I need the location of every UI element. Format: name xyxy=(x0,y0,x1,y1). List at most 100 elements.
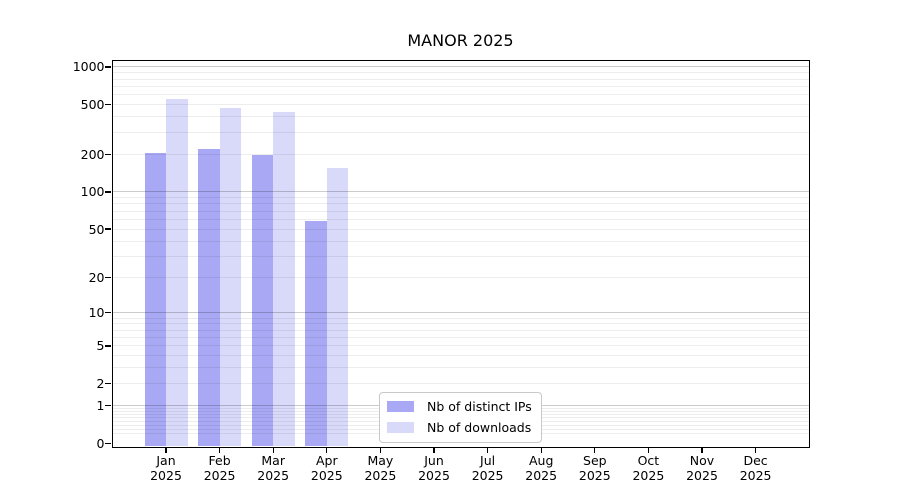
bars-layer xyxy=(113,61,809,447)
gridline-minor xyxy=(112,240,809,242)
bar-downloads-apr xyxy=(326,168,349,447)
x-label-month: Jan xyxy=(156,452,176,468)
y-axis-tick-label: 200 xyxy=(80,146,105,162)
y-axis-tick xyxy=(105,66,111,68)
x-axis-tick-label-jun: Jun 2025 xyxy=(402,453,466,484)
x-axis-tick-label-sep: Sep 2025 xyxy=(563,453,627,484)
x-axis-tick-label-aug: Aug 2025 xyxy=(509,453,573,484)
y-axis-tick-label: 1 xyxy=(96,398,105,414)
x-label-month: Nov xyxy=(689,452,715,468)
gridline-minor xyxy=(112,131,809,133)
x-label-year: 2025 xyxy=(578,468,611,483)
gridline-minor xyxy=(112,203,809,205)
x-label-year: 2025 xyxy=(257,468,290,483)
legend-item-downloads: Nb of downloads xyxy=(387,418,532,437)
gridline-minor xyxy=(112,210,809,212)
x-label-year: 2025 xyxy=(203,468,236,483)
x-label-month: Apr xyxy=(315,452,338,468)
y-axis-tick-label: 100 xyxy=(80,184,105,200)
x-label-month: Aug xyxy=(528,452,554,468)
bar-downloads-mar xyxy=(273,111,295,447)
bar-downloads-jan xyxy=(166,98,188,447)
x-label-month: Jul xyxy=(480,452,496,468)
gridline-minor xyxy=(112,72,809,74)
x-label-month: May xyxy=(367,452,394,468)
y-axis-tick-label: 500 xyxy=(80,97,105,113)
y-axis-tick-label: 2 xyxy=(96,376,105,392)
gridline-major xyxy=(112,312,809,314)
x-axis-tick-label-dec: Dec 2025 xyxy=(724,453,788,484)
gridline-minor xyxy=(112,153,809,155)
plot-area: 1000 500 200 100 50 20 10 5 2 1 0 Jan 2025 Feb 2025 Mar… xyxy=(73,59,810,483)
y-axis-tick-label: 50 xyxy=(88,221,105,237)
x-axis-tick xyxy=(165,448,167,453)
bar-distinct-ips-apr xyxy=(305,221,327,447)
y-axis-tick xyxy=(105,405,111,407)
gridline-minor xyxy=(112,78,809,80)
y-axis-tick xyxy=(105,103,111,106)
x-label-month: Sep xyxy=(583,452,607,468)
x-label-month: Mar xyxy=(261,452,285,468)
x-label-month: Jun xyxy=(424,452,444,468)
x-label-year: 2025 xyxy=(418,468,450,483)
x-label-month: Oct xyxy=(637,452,660,468)
gridline-major xyxy=(112,66,809,68)
x-label-year: 2025 xyxy=(310,468,343,483)
gridline-minor xyxy=(112,367,809,369)
x-axis-tick xyxy=(486,448,489,453)
x-axis-tick-label-oct: Oct 2025 xyxy=(616,453,680,484)
gridline-minor xyxy=(112,94,809,96)
gridline-minor xyxy=(112,116,809,118)
x-axis-tick-label-jul: Jul 2025 xyxy=(456,453,520,484)
x-axis-tick xyxy=(647,448,650,453)
gridline-minor xyxy=(112,345,809,347)
y-axis-tick-label: 1000 xyxy=(72,59,105,75)
x-axis-tick xyxy=(218,448,221,453)
y-axis-tick xyxy=(105,228,111,230)
gridline-major xyxy=(112,191,809,193)
y-axis-tick xyxy=(105,191,111,193)
gridline-minor xyxy=(112,277,809,279)
y-axis-tick xyxy=(105,382,111,385)
x-axis-tick xyxy=(594,448,596,453)
y-axis-tick-label: 0 xyxy=(96,436,105,451)
gridline-minor xyxy=(112,218,809,220)
x-axis-tick xyxy=(701,448,703,453)
y-axis-tick-label: 10 xyxy=(88,305,105,321)
x-axis-tick-label-feb: Feb 2025 xyxy=(188,453,252,484)
x-axis-tick xyxy=(540,448,542,453)
gridline-minor xyxy=(112,85,809,87)
y-axis-tick-label: 20 xyxy=(88,270,105,286)
x-label-year: 2025 xyxy=(364,468,397,483)
x-axis-tick xyxy=(433,448,435,453)
x-axis-tick xyxy=(379,448,382,453)
gridline-minor xyxy=(112,329,809,331)
bar-downloads-feb xyxy=(219,107,242,447)
gridline-minor xyxy=(112,104,809,106)
x-axis-tick xyxy=(754,448,757,453)
gridline-minor xyxy=(112,355,809,357)
gridline-minor xyxy=(112,255,809,257)
x-label-year: 2025 xyxy=(525,468,558,483)
legend: Nb of distinct IPs Nb of downloads xyxy=(379,392,542,443)
chart-title: MANOR 2025 xyxy=(407,31,514,50)
x-axis-tick xyxy=(272,448,274,453)
x-label-year: 2025 xyxy=(686,468,718,483)
x-axis-tick xyxy=(326,448,328,453)
bar-distinct-ips-mar xyxy=(251,155,274,447)
y-axis-tick-label: 5 xyxy=(96,338,105,354)
gridline-minor xyxy=(112,197,809,199)
x-label-month: Dec xyxy=(743,452,768,468)
y-axis-tick xyxy=(105,153,111,156)
legend-item-distinct-ips: Nb of distinct IPs xyxy=(387,397,532,416)
x-label-year: 2025 xyxy=(739,468,772,483)
bar-distinct-ips-jan xyxy=(144,153,166,447)
x-axis-tick-label-jan: Jan 2025 xyxy=(134,453,198,484)
x-axis-tick-label-may: May 2025 xyxy=(348,453,412,484)
gridline-minor xyxy=(112,228,809,230)
y-axis-tick xyxy=(105,312,111,314)
x-axis-tick-label-mar: Mar 2025 xyxy=(241,453,305,484)
x-axis-tick-label-nov: Nov 2025 xyxy=(670,453,734,484)
grid-layer xyxy=(112,61,809,447)
